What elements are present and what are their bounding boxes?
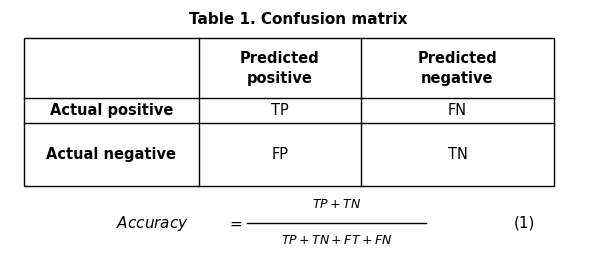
Text: Actual positive: Actual positive — [49, 103, 173, 118]
Text: FP: FP — [271, 147, 288, 162]
Text: $=$: $=$ — [227, 216, 244, 230]
Text: FN: FN — [448, 103, 467, 118]
Text: $\mathit{Accuracy}$: $\mathit{Accuracy}$ — [116, 214, 189, 233]
Text: Predicted
positive: Predicted positive — [240, 51, 319, 86]
Text: TN: TN — [448, 147, 467, 162]
Text: Table 1. Confusion matrix: Table 1. Confusion matrix — [189, 12, 407, 27]
Text: $\mathit{TP+TN+FT+FN}$: $\mathit{TP+TN+FT+FN}$ — [281, 234, 392, 247]
Text: Actual negative: Actual negative — [46, 147, 176, 162]
Text: Predicted
negative: Predicted negative — [418, 51, 497, 86]
Bar — [24, 38, 554, 186]
Text: TP: TP — [271, 103, 288, 118]
Text: (1): (1) — [514, 216, 535, 230]
Text: $\mathit{TP+TN}$: $\mathit{TP+TN}$ — [312, 198, 361, 211]
